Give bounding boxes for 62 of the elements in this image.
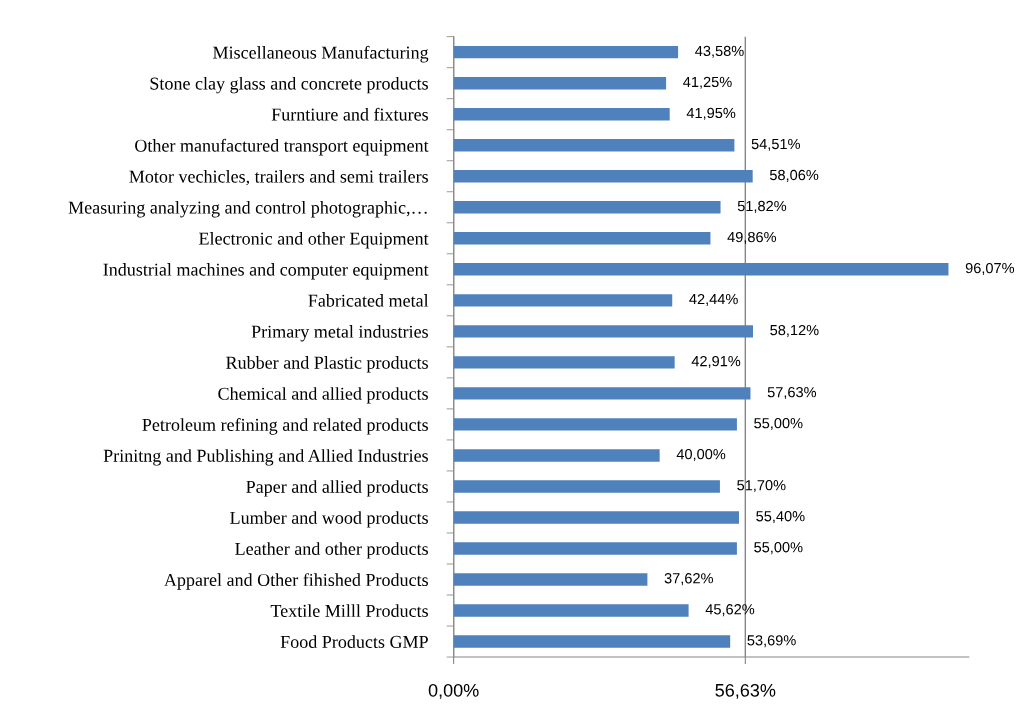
bar: [453, 604, 689, 617]
data-label: 43,58%: [695, 45, 744, 58]
bar: [453, 449, 660, 462]
data-label: 45,62%: [705, 604, 755, 617]
data-label: 42,91%: [691, 355, 741, 369]
y-tick-label: Prinitng and Publishing and Allied Industries: [103, 449, 428, 466]
data-label: 51,70%: [737, 480, 786, 493]
y-tick-label: Paper and allied products: [246, 480, 428, 497]
bar: [453, 108, 670, 121]
x-tick-label: 0,00%: [428, 683, 479, 699]
bar: [453, 480, 720, 493]
bar: [453, 45, 679, 59]
bar: [453, 573, 648, 586]
data-label: 58,06%: [769, 169, 819, 182]
data-label: 57,63%: [767, 386, 817, 400]
data-label: 96,07%: [965, 262, 1015, 275]
y-tick-label: Measuring analyzing and control photographic,…: [68, 201, 427, 218]
y-tick-label: Chemical and allied products: [218, 387, 428, 404]
y-tick-label: Fabricated metal: [308, 294, 429, 307]
data-label: 40,00%: [676, 449, 726, 462]
bar: [453, 387, 751, 400]
data-label: 49,86%: [727, 231, 777, 244]
bar: [453, 232, 711, 245]
x-tick-label: 56,63%: [715, 683, 776, 699]
bar: [453, 635, 731, 648]
y-tick-label: Apparel and Other fihished Products: [164, 573, 428, 590]
data-label: 41,95%: [686, 107, 736, 120]
y-tick-label: Stone clay glass and concrete products: [150, 76, 428, 94]
y-tick-label: Lumber and wood products: [230, 511, 428, 528]
bar: [453, 511, 739, 524]
y-tick-label: Electronic and other Equipment: [199, 232, 429, 249]
y-tick-label: Food Products GMP: [280, 635, 428, 648]
bar: [453, 76, 667, 90]
bar: [453, 542, 737, 555]
y-tick-label: Textile Milll Products: [270, 604, 428, 617]
bar: [453, 356, 675, 369]
y-tick-label: Rubber and Plastic products: [226, 356, 428, 373]
y-tick-label: Furntiure and fixtures: [271, 107, 428, 121]
y-tick-label: Petroleum refining and related products: [142, 418, 428, 435]
bar: [453, 139, 735, 152]
data-label: 41,25%: [683, 76, 732, 89]
y-tick-label: Industrial machines and computer equipment: [103, 263, 429, 280]
data-label: 54,51%: [751, 138, 801, 151]
y-tick-label: Other manufactured transport equipment: [135, 138, 429, 156]
data-label: 37,62%: [664, 573, 714, 586]
bar: [453, 418, 737, 431]
bar: [453, 201, 721, 214]
bar: [453, 263, 949, 276]
data-label: 55,00%: [754, 542, 803, 555]
data-label: 51,82%: [737, 200, 787, 213]
data-label: 55,00%: [754, 418, 803, 431]
data-label: 53,69%: [747, 635, 796, 648]
data-label: 42,44%: [689, 293, 738, 306]
y-tick-label: Primary metal industries: [251, 325, 428, 342]
y-tick-label: Miscellaneous Manufacturing: [213, 45, 429, 63]
y-tick-label: Motor vechicles, trailers and semi trailers: [129, 169, 428, 186]
bar: [453, 170, 753, 183]
bar: [453, 325, 753, 338]
data-label: 55,40%: [756, 511, 805, 524]
bar: [453, 294, 673, 307]
data-label: 58,12%: [770, 324, 819, 337]
y-tick-label: Leather and other products: [235, 542, 428, 559]
